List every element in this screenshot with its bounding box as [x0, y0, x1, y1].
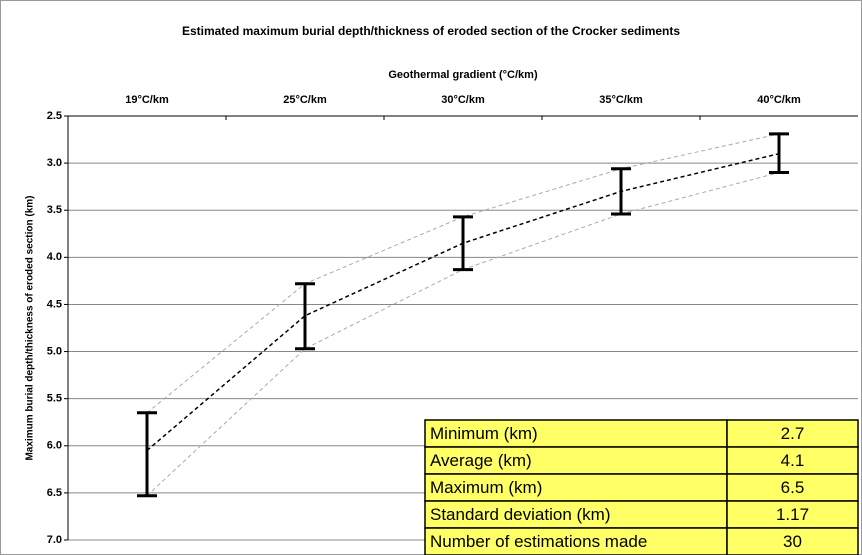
y-axis-title: Maximum burial depth/thickness of eroded… [25, 195, 36, 460]
chart-title: Estimated maximum burial depth/thickness… [182, 24, 680, 38]
table-cell [726, 446, 859, 475]
table-cell [726, 527, 859, 555]
error-bar [611, 167, 631, 216]
y-tick-label: 3.5 [47, 204, 62, 216]
x-axis-title: Geothermal gradient (°C/km) [388, 69, 538, 81]
x-tick-label: 19°C/km [125, 94, 169, 106]
table-cell [424, 419, 728, 448]
table-value: 2.7 [781, 424, 805, 443]
y-tick-label: 3.0 [47, 157, 62, 169]
x-tick-label: 35°C/km [599, 94, 643, 106]
summary-table: Minimum (km) 2.7 Average (km) 4.1 Maximum (k… [424, 419, 859, 555]
table-label: Average (km) [430, 451, 532, 470]
table-label: Minimum (km) [430, 424, 538, 443]
table-label: Number of estimations made [430, 532, 647, 551]
y-tick-label: 4.5 [47, 298, 62, 310]
range-line [146, 133, 780, 414]
y-tick-label: 5.0 [47, 345, 62, 357]
x-tick-label: 25°C/km [283, 94, 327, 106]
error-bar [769, 132, 789, 175]
table-cell [726, 500, 859, 529]
table-label: Standard deviation (km) [430, 505, 610, 524]
x-tick-label: 40°C/km [757, 94, 801, 106]
table-value: 4.1 [781, 451, 805, 470]
y-tick-label: 6.5 [47, 487, 62, 499]
y-tick-label: 2.5 [47, 110, 62, 122]
y-tick-label: 4.0 [47, 251, 62, 263]
table-value: 30 [783, 532, 802, 551]
error-bar [453, 215, 473, 272]
table-cell [726, 419, 859, 448]
table-value: 6.5 [781, 478, 805, 497]
x-tick-label: 30°C/km [441, 94, 485, 106]
y-tick-label: 5.5 [47, 393, 62, 405]
error-bar [295, 282, 315, 351]
table-cell [424, 527, 728, 555]
error-bar [137, 411, 157, 498]
table-value: 1.17 [776, 505, 809, 524]
y-tick-label: 7.0 [47, 534, 62, 546]
y-tick-label: 6.0 [47, 440, 62, 452]
table-label: Maximum (km) [430, 478, 542, 497]
